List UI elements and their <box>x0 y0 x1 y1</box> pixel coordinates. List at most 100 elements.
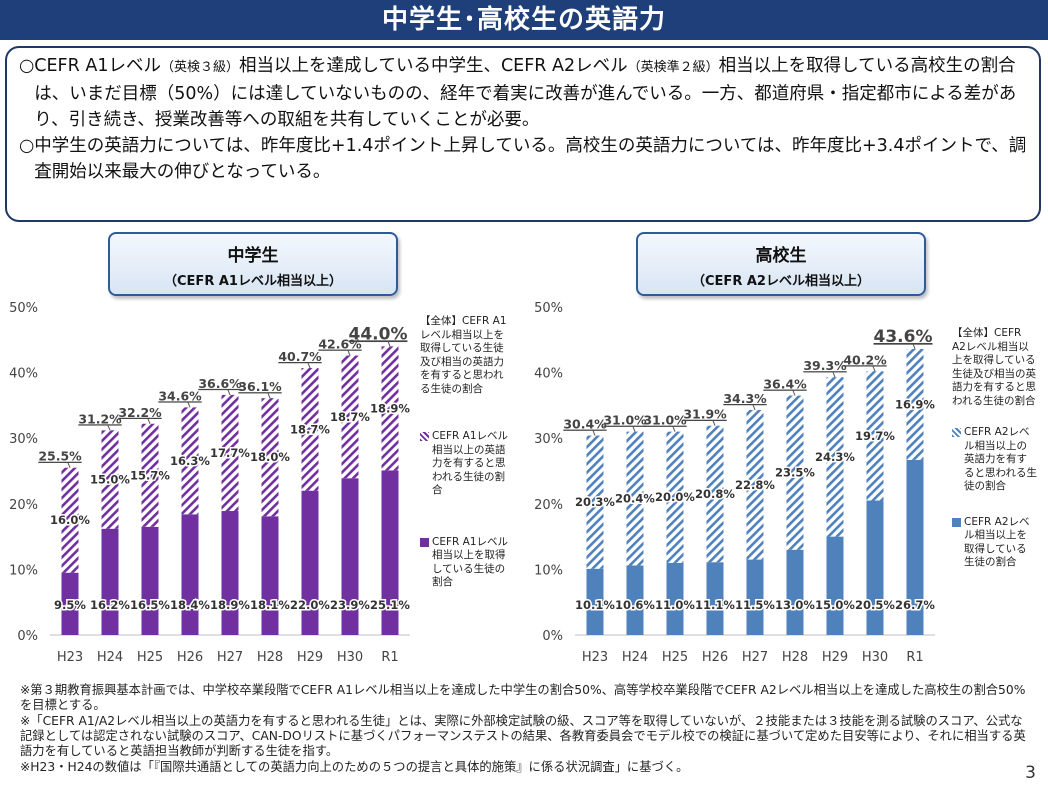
senior-bar-solid <box>826 536 844 635</box>
junior-x-tick-label: R1 <box>381 650 398 665</box>
solid-swatch-icon <box>952 517 961 527</box>
junior-hatch-value-label: 16.3% <box>170 454 210 468</box>
senior-bar-hatch <box>626 431 644 566</box>
junior-total-leader <box>347 350 351 356</box>
hatch-swatch-icon <box>420 432 429 441</box>
junior-y-tick-label: 20% <box>9 498 38 513</box>
senior-hatch-value-label: 20.3% <box>575 495 615 509</box>
junior-total-label: 34.6% <box>158 388 202 403</box>
junior-bar-solid <box>181 514 199 635</box>
junior-bar-hatch <box>261 398 279 517</box>
senior-solid-value-label: 10.1% <box>575 598 615 612</box>
senior-x-tick-label: H25 <box>662 650 688 665</box>
senior-chart-subtitle: （CEFR A2レベル相当以上） <box>692 274 870 289</box>
junior-x-tick-label: H25 <box>137 650 163 665</box>
junior-hatch-value-label: 17.7% <box>210 446 250 460</box>
junior-total-leader <box>147 418 151 424</box>
summary-note: （英検準２級） <box>627 60 719 75</box>
senior-bar-hatch <box>706 425 724 563</box>
senior-total-leader <box>672 426 676 432</box>
junior-total-label: 40.7% <box>278 349 322 364</box>
senior-hatch-value-label: 20.4% <box>615 492 655 506</box>
senior-legend-solid: CEFR A2レベル相当以上を取得している生徒の割合 <box>952 516 1037 570</box>
senior-bar-hatch <box>906 348 924 460</box>
summary-text: 相当以上を達成している中学生、CEFR A2レベル <box>238 56 628 76</box>
junior-hatch-value-label: 18.0% <box>250 450 290 464</box>
senior-y-tick-label: 20% <box>534 498 563 513</box>
junior-hatch-value-label: 18.7% <box>290 422 330 436</box>
senior-solid-value-label: 15.0% <box>815 598 855 612</box>
junior-total-label: 44.0% <box>349 324 408 344</box>
junior-bar-solid <box>341 478 359 635</box>
junior-bar-hatch <box>141 423 159 527</box>
senior-total-label: 34.3% <box>723 391 767 406</box>
senior-total-leader <box>872 366 876 372</box>
page-number: 3 <box>1025 763 1036 783</box>
junior-bar-hatch <box>101 430 119 529</box>
junior-total-leader <box>307 362 311 369</box>
junior-hatch-value-label: 16.0% <box>50 513 90 527</box>
senior-bar-hatch <box>746 409 764 560</box>
junior-solid-value-label: 18.9% <box>210 598 250 612</box>
junior-total-label: 42.6% <box>318 337 362 352</box>
senior-total-label: 31.0% <box>603 413 647 428</box>
junior-total-label: 36.1% <box>238 379 282 394</box>
junior-y-tick-label: 50% <box>9 301 38 316</box>
junior-bar-solid <box>381 470 399 635</box>
junior-bar-hatch <box>301 368 319 491</box>
junior-chart-subtitle: （CEFR A1レベル相当以上） <box>164 274 342 289</box>
senior-bar-hatch <box>866 371 884 501</box>
senior-chart: 0% 10% 20% 30% 40% 50% H23 10.1% 20.3% 30.4% H24 10… <box>534 301 937 665</box>
junior-hatch-value-label: 15.7% <box>130 468 170 482</box>
senior-total-leader <box>832 372 836 378</box>
senior-x-tick-label: H28 <box>782 650 808 665</box>
junior-solid-value-label: 23.9% <box>330 598 370 612</box>
junior-total-label: 32.2% <box>118 405 162 420</box>
junior-x-tick-label: H29 <box>297 650 323 665</box>
senior-x-tick-label: H29 <box>822 650 848 665</box>
senior-bar-solid <box>746 559 764 635</box>
junior-total-label: 31.2% <box>78 411 122 426</box>
junior-bar-hatch <box>61 467 79 573</box>
junior-x-tick-label: H27 <box>217 650 243 665</box>
junior-total-label: 36.6% <box>198 376 242 391</box>
senior-solid-value-label: 26.7% <box>895 598 935 612</box>
senior-total-label: 31.0% <box>643 413 687 428</box>
junior-legend-total: 【全体】CEFR A1レベル相当以上を取得している生徒及び相当の英語力を有すると… <box>420 315 507 395</box>
junior-x-tick-label: H28 <box>257 650 283 665</box>
senior-solid-value-label: 11.1% <box>695 598 735 612</box>
junior-hatch-value-label: 15.0% <box>90 473 130 487</box>
junior-total-leader <box>107 425 111 431</box>
junior-hatch-value-label: 18.7% <box>330 410 370 424</box>
senior-x-tick-label: H24 <box>622 650 648 665</box>
senior-total-label: 31.9% <box>683 407 727 422</box>
senior-chart-title-box: 高校生 （CEFR A2レベル相当以上） <box>636 232 926 296</box>
senior-x-tick-label: H27 <box>742 650 768 665</box>
junior-bar-solid <box>301 490 319 635</box>
senior-total-leader <box>592 430 596 436</box>
junior-x-tick-label: H23 <box>57 650 83 665</box>
senior-bar-hatch <box>826 377 844 537</box>
junior-bar-solid <box>101 528 119 635</box>
senior-chart-title: 高校生 <box>755 246 807 266</box>
footnotes: ※第３期教育振興基本計画では、中学校卒業段階でCEFR A1レベル相当以上を達成… <box>20 683 1030 776</box>
senior-y-tick-label: 10% <box>534 563 563 578</box>
junior-total-leader <box>387 341 391 347</box>
senior-y-tick-label: 30% <box>534 432 563 447</box>
legend-label: CEFR A1レベル相当以上の英語力を有すると思われる生徒の割合 <box>432 430 509 496</box>
hatch-swatch-icon <box>952 428 961 437</box>
summary-text: 相当以上を取得している高校生の割合は、いまだ目標（50%）には達していないものの… <box>34 56 1017 130</box>
junior-total-leader <box>67 462 71 468</box>
senior-bar-solid <box>626 565 644 635</box>
circle-bullet-icon: ○ <box>19 56 35 76</box>
junior-legend-solid: CEFR A1レベル相当以上を取得している生徒の割合 <box>420 536 510 590</box>
junior-bar-solid <box>261 516 279 635</box>
junior-x-tick-label: H26 <box>177 650 203 665</box>
junior-solid-value-label: 18.1% <box>250 598 290 612</box>
senior-x-tick-label: H26 <box>702 650 728 665</box>
solid-swatch-icon <box>420 537 429 547</box>
junior-y-tick-label: 30% <box>9 432 38 447</box>
senior-total-label: 30.4% <box>563 417 607 432</box>
circle-bullet-icon: ○ <box>19 136 35 156</box>
senior-y-tick-label: 40% <box>534 367 563 382</box>
